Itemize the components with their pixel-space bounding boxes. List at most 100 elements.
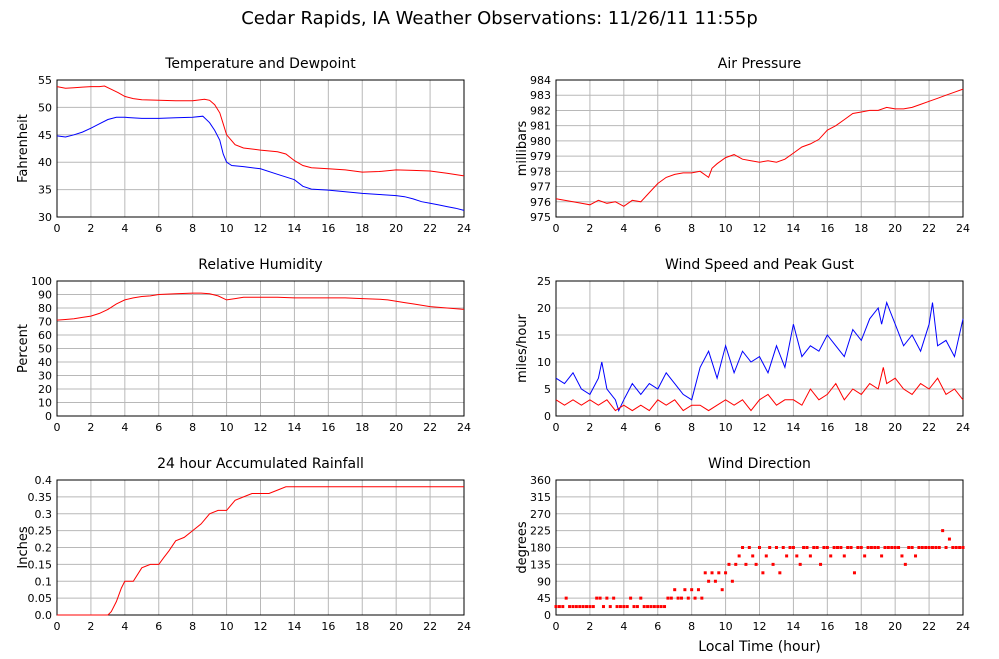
direction-y-axis-label: degrees: [515, 521, 530, 574]
wind-direction-point: [846, 546, 850, 549]
y-tick-label: 0.05: [28, 592, 53, 605]
wind-direction-point: [724, 571, 728, 575]
wind-direction-point: [608, 605, 612, 609]
pressure-title: Air Pressure: [718, 56, 801, 72]
wind-direction-point: [683, 588, 687, 592]
x-tick-label: 2: [87, 421, 94, 434]
wind-direction-point: [669, 596, 673, 600]
x-tick-label: 12: [254, 620, 268, 633]
wind-direction-point: [808, 554, 812, 558]
wind-direction-point: [798, 562, 802, 566]
x-tick-label: 16: [820, 222, 834, 235]
wind-direction-point: [876, 546, 880, 549]
y-tick-label: 45: [38, 129, 52, 142]
wind-direction-point: [686, 596, 690, 600]
wind-direction-point: [815, 546, 819, 549]
x-tick-label: 2: [586, 620, 593, 633]
humidity-y-axis-label: Percent: [16, 324, 31, 373]
humidity-title: Relative Humidity: [198, 257, 322, 273]
y-tick-label: 10: [537, 356, 551, 369]
wind-direction-point: [700, 596, 704, 600]
x-tick-label: 12: [254, 222, 268, 235]
wind-direction-point: [574, 605, 578, 609]
wind-direction-point: [754, 562, 758, 566]
wind-direction-point: [734, 562, 738, 566]
wind-direction-point: [656, 605, 660, 609]
wind-direction-point: [632, 605, 636, 609]
x-tick-label: 14: [786, 222, 800, 235]
y-tick-label: 90: [38, 289, 52, 302]
wind-direction-point: [914, 554, 918, 558]
humidity-series-line-0: [56, 292, 465, 321]
y-tick-label: 225: [530, 525, 551, 538]
x-tick-label: 4: [121, 620, 128, 633]
x-tick-label: 8: [688, 421, 695, 434]
x-tick-label: 24: [457, 222, 471, 235]
x-tick-label: 4: [620, 620, 627, 633]
wind-direction-point: [663, 605, 667, 609]
x-tick-label: 18: [355, 222, 369, 235]
y-tick-label: 20: [38, 383, 52, 396]
wind-direction-point: [774, 546, 778, 549]
wind-y-axis-label: miles/hour: [515, 313, 530, 382]
temp-series-line-0: [56, 85, 465, 177]
wind-direction-point: [839, 546, 843, 549]
y-tick-label: 135: [530, 558, 551, 571]
wind-direction-point: [900, 554, 904, 558]
wind-direction-point: [859, 546, 863, 549]
wind-series-line-0: [555, 300, 964, 412]
x-tick-label: 12: [753, 620, 767, 633]
wind-plot-frame: [555, 280, 964, 417]
wind-direction-point: [605, 596, 609, 600]
wind-direction-point: [571, 605, 575, 609]
wind-direction-point: [852, 571, 856, 575]
x-tick-label: 18: [355, 421, 369, 434]
wind-direction-point: [758, 546, 761, 549]
wind-direction-point: [618, 605, 622, 609]
wind-direction-point: [652, 605, 656, 609]
y-tick-label: 30: [38, 211, 52, 224]
x-tick-label: 4: [121, 421, 128, 434]
x-tick-label: 18: [854, 222, 868, 235]
wind-direction-point: [890, 546, 894, 549]
y-tick-label: 981: [530, 120, 551, 133]
wind-direction-point: [564, 596, 568, 600]
y-tick-label: 90: [537, 575, 551, 588]
x-tick-label: 20: [888, 222, 902, 235]
rain-title: 24 hour Accumulated Rainfall: [157, 456, 364, 472]
x-tick-label: 0: [553, 421, 560, 434]
y-tick-label: 30: [38, 370, 52, 383]
y-tick-label: 70: [38, 316, 52, 329]
wind-direction-point: [747, 546, 751, 549]
x-tick-label: 18: [854, 421, 868, 434]
y-tick-label: 0: [544, 609, 551, 622]
wind-direction-point: [557, 605, 561, 609]
wind-direction-point: [764, 554, 768, 558]
wind-direction-point: [822, 546, 826, 549]
wind-direction-point: [873, 546, 877, 549]
y-tick-label: 360: [530, 474, 551, 487]
wind-direction-point: [690, 588, 694, 592]
x-tick-label: 10: [719, 222, 733, 235]
wind-direction-point: [832, 546, 836, 549]
x-tick-label: 20: [389, 222, 403, 235]
wind-direction-point: [598, 596, 602, 600]
wind-direction-point: [696, 588, 700, 592]
wind-direction-point: [791, 546, 795, 549]
temp-plot-frame: [56, 79, 465, 218]
wind-direction-point: [778, 571, 782, 575]
x-tick-label: 14: [786, 620, 800, 633]
wind-direction-point: [849, 546, 853, 549]
x-tick-label: 24: [956, 222, 970, 235]
wind-direction-point: [934, 546, 938, 549]
wind-direction-point: [595, 596, 599, 600]
x-tick-label: 20: [389, 421, 403, 434]
y-tick-label: 980: [530, 135, 551, 148]
x-tick-label: 14: [786, 421, 800, 434]
x-tick-label: 0: [553, 222, 560, 235]
x-tick-label: 8: [189, 222, 196, 235]
x-tick-label: 20: [389, 620, 403, 633]
x-tick-label: 24: [457, 620, 471, 633]
